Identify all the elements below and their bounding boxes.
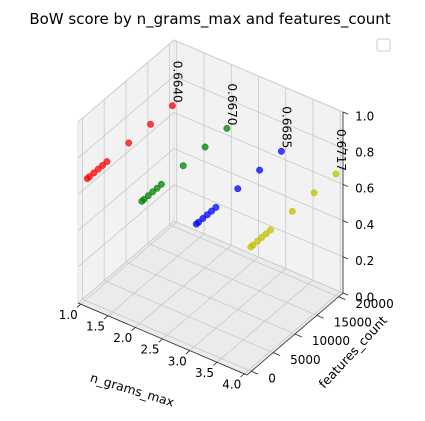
- grid-line-z-left: [77, 148, 175, 231]
- grid-line-y-floor: [104, 280, 274, 354]
- x-tick-mark: [158, 338, 163, 343]
- y-tick-mark: [294, 333, 302, 338]
- data-point-series-1: [99, 162, 106, 169]
- x-tick-label: 2.0: [113, 331, 132, 345]
- y-tick-mark: [338, 296, 346, 300]
- grid-line-y-floor: [82, 298, 252, 372]
- x-tick-label: 3.5: [195, 366, 214, 380]
- y-tick-label: 5000: [290, 353, 321, 367]
- data-point-series-3: [195, 218, 202, 226]
- data-points: [83, 102, 340, 251]
- data-point-series-1: [147, 120, 154, 128]
- z-tick-label: 0.4: [355, 218, 374, 232]
- x-tick-mark: [185, 350, 191, 355]
- tick-labels: 1.0 1.5 2.0 2.5 3.0 3.5 4.0 0 5000 10000 15000 2000…: [59, 109, 394, 391]
- grid-lines: [77, 39, 344, 375]
- x-tick-mark: [131, 327, 136, 331]
- grid-line-z-left: [77, 112, 175, 195]
- grid-line-y-floor: [125, 261, 296, 335]
- data-point-series-2: [179, 162, 187, 170]
- data-point-series-1: [168, 102, 176, 110]
- data-point-series-1: [125, 139, 133, 147]
- z-tick-label: 1.0: [355, 109, 374, 123]
- data-point-series-2: [157, 180, 165, 188]
- grid-line-z-left: [77, 184, 175, 268]
- y-tick-label: 0: [268, 371, 276, 385]
- z-tick-label: 0.6: [355, 182, 374, 196]
- grid-line-z-left: [77, 39, 175, 123]
- data-point-series-3: [234, 185, 242, 193]
- data-point-series-2: [153, 184, 161, 192]
- data-point-series-3: [256, 166, 264, 174]
- data-point-series-4: [258, 234, 266, 241]
- data-point-series-3: [277, 147, 285, 155]
- z-tick-mark: [342, 256, 349, 260]
- grid-line-z-left: [77, 220, 175, 304]
- y-tick-label: 10000: [312, 334, 350, 348]
- data-point-series-4: [310, 189, 318, 197]
- annotation-label: 0.6670: [225, 83, 239, 125]
- data-point-series-3: [199, 215, 207, 222]
- grid-line-z-back: [173, 112, 344, 185]
- data-point-series-2: [223, 124, 231, 132]
- z-tick-mark: [342, 220, 349, 224]
- annotation-label: 0.6685: [279, 106, 293, 148]
- x-tick-mark: [103, 315, 109, 320]
- data-point-series-4: [262, 230, 270, 238]
- data-point-series-1: [90, 169, 98, 177]
- data-point-series-1: [103, 158, 111, 166]
- z-tick-label: 0.8: [355, 146, 374, 160]
- y-tick-mark: [273, 352, 281, 356]
- z-tick-mark: [342, 111, 349, 115]
- grid-line-z-back: [173, 184, 344, 258]
- grid-line-z-back: [173, 148, 344, 221]
- x-axis-label: n_grams_max: [88, 370, 176, 410]
- y-tick-label: 15000: [334, 316, 372, 330]
- data-point-series-3: [208, 207, 216, 215]
- legend-box: [376, 38, 391, 52]
- x-tick-label: 2.5: [140, 343, 159, 357]
- y-tick-mark: [316, 314, 324, 319]
- z-tick-mark: [342, 292, 349, 296]
- x-tick-mark: [76, 303, 81, 308]
- data-point-series-4: [332, 170, 340, 178]
- x-tick-label: 1.0: [59, 308, 78, 322]
- y-tick-label: 20000: [356, 297, 394, 311]
- data-point-series-3: [203, 211, 211, 219]
- x-tick-label: 4.0: [222, 377, 241, 391]
- grid-line-y-floor: [147, 242, 317, 316]
- x-tick-label: 3.0: [168, 354, 187, 368]
- y-tick-mark: [251, 370, 259, 375]
- x-tick-label: 1.5: [86, 319, 105, 333]
- data-point-series-4: [267, 226, 274, 234]
- grid-line-z-back: [173, 75, 344, 149]
- annotation-label: 0.6640: [170, 61, 184, 103]
- annotation-label: 0.6717: [334, 129, 348, 171]
- z-tick-mark: [342, 147, 349, 151]
- data-point-series-2: [201, 143, 209, 151]
- x-tick-mark: [240, 373, 245, 378]
- data-point-series-4: [249, 241, 257, 249]
- data-point-series-3: [212, 203, 220, 211]
- data-point-series-4: [288, 207, 296, 215]
- z-tick-label: 0.0: [355, 290, 374, 304]
- annotation-labels: 0.6640 0.6670 0.6685 0.6717: [170, 61, 348, 171]
- data-point-series-2: [144, 192, 152, 200]
- z-tick-mark: [342, 184, 349, 187]
- grid-line-y-floor: [169, 224, 339, 298]
- z-tick-label: 0.2: [355, 254, 374, 268]
- pane-group: [77, 38, 344, 376]
- grid-line-z-left: [77, 75, 175, 159]
- chart-title: BoW score by n_grams_max and features_co…: [29, 10, 390, 29]
- grid-line-z-back: [173, 220, 344, 294]
- grid-line-z-back: [173, 39, 344, 113]
- x-tick-mark: [212, 361, 218, 366]
